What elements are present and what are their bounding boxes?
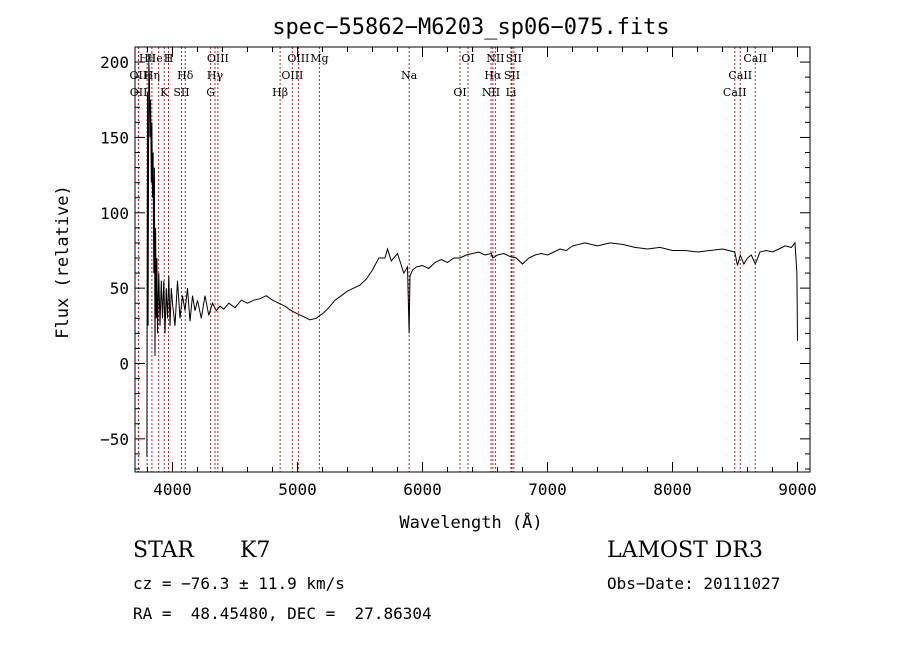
x-tick-label: 8000 bbox=[653, 480, 692, 499]
x-axis-label: Wavelength (Å) bbox=[399, 511, 542, 533]
line-marker-label-9: OIII bbox=[207, 52, 229, 65]
line-marker-label-21: NII bbox=[486, 52, 504, 65]
line-marker-label-6: H bbox=[164, 52, 174, 65]
line-markers bbox=[137, 47, 756, 472]
line-marker-label-10: Hγ bbox=[207, 69, 224, 82]
axes: 4000 5000 6000 7000 8000 9000 −50 0 50 100 150 200 bbox=[100, 46, 817, 499]
line-marker-label-12: OIII bbox=[287, 52, 309, 65]
y-tick-label: 0 bbox=[119, 354, 129, 373]
line-marker-label-14: Hβ bbox=[272, 86, 288, 99]
x-tick-label: 4000 bbox=[153, 480, 192, 499]
y-axis-label: Flux (relative) bbox=[53, 185, 73, 339]
line-marker-label-4: Hη bbox=[144, 69, 160, 82]
line-marker-label-5: K bbox=[160, 86, 169, 99]
observation-date: Obs−Date: 20111027 bbox=[607, 574, 781, 593]
chart-title: spec−55862−M6203_sp06−075.fits bbox=[272, 15, 669, 40]
line-marker-label-22: SII bbox=[504, 69, 520, 82]
plot-frame bbox=[134, 46, 811, 473]
line-marker-label-3: He I bbox=[147, 52, 171, 65]
survey-name: LAMOST DR3 bbox=[607, 538, 763, 563]
line-marker-label-18: OI bbox=[461, 52, 474, 65]
line-marker-label-27: CaII bbox=[743, 52, 767, 65]
x-tick-label: 9000 bbox=[778, 480, 817, 499]
x-tick-label: 5000 bbox=[278, 480, 317, 499]
line-marker-label-11: G bbox=[206, 86, 215, 99]
line-marker-label-17: OI bbox=[453, 86, 466, 99]
ra-dec-coordinates: RA = 48.45480, DEC = 27.86304 bbox=[133, 604, 432, 623]
object-class: STAR bbox=[133, 538, 194, 563]
x-tick-label: 7000 bbox=[528, 480, 567, 499]
line-marker-label-16: Na bbox=[401, 69, 418, 82]
line-marker-label-26: CaII bbox=[723, 86, 747, 99]
flux-series-line bbox=[146, 62, 798, 457]
line-marker-label-1: OII bbox=[130, 69, 148, 82]
y-tick-label: 50 bbox=[110, 279, 129, 298]
x-tick-label: 6000 bbox=[403, 480, 442, 499]
line-marker-label-20: NII bbox=[482, 86, 500, 99]
line-marker-label-19: Hα bbox=[484, 69, 502, 82]
object-subclass: K7 bbox=[240, 538, 271, 563]
y-tick-label: 200 bbox=[100, 53, 129, 72]
line-marker-label-7: Hδ bbox=[177, 69, 194, 82]
y-tick-label: 150 bbox=[100, 128, 129, 147]
redshift-velocity: cz = −76.3 ± 11.9 km/s bbox=[133, 574, 345, 593]
line-marker-label-15: Mg bbox=[310, 52, 328, 65]
line-marker-label-24: SII bbox=[506, 52, 522, 65]
line-marker-label-8: SII bbox=[173, 86, 189, 99]
line-marker-label-25: CaII bbox=[728, 69, 752, 82]
y-tick-label: −50 bbox=[100, 430, 129, 449]
y-tick-label: 100 bbox=[100, 204, 129, 223]
line-marker-label-23: Li bbox=[506, 86, 517, 99]
line-marker-label-13: OIII bbox=[281, 69, 303, 82]
